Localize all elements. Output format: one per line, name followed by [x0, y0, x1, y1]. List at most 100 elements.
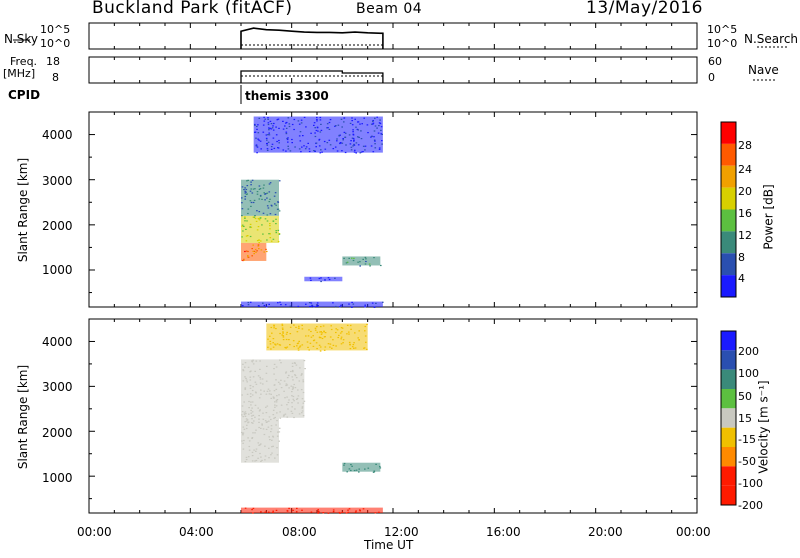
power-ytick-2000: 2000: [42, 219, 73, 233]
power-cell: [251, 255, 253, 257]
velocity-cell: [257, 457, 259, 459]
velocity-cell: [301, 328, 304, 330]
velocity-cell: [317, 509, 319, 511]
velocity-cell: [252, 414, 255, 416]
velocity-cell: [251, 389, 254, 392]
power-cell: [328, 121, 331, 124]
power-cell: [287, 145, 289, 147]
power-cell: [351, 124, 354, 126]
velocity-cell: [282, 335, 285, 337]
velocity-cell: [302, 415, 305, 417]
power-cell: [245, 188, 248, 191]
power-cell: [247, 250, 249, 253]
power-cb-tick-4: 4: [738, 272, 745, 285]
velocity-cell: [253, 449, 255, 451]
power-cell: [256, 146, 259, 148]
power-cell: [251, 248, 253, 250]
power-cell: [254, 215, 256, 217]
station-title: Buckland Park (fitACF): [92, 0, 293, 18]
velocity-cell: [255, 383, 258, 385]
velocity-cell: [292, 371, 294, 373]
power-cell: [378, 125, 380, 127]
velocity-cell: [347, 511, 349, 513]
velocity-cell: [298, 413, 301, 415]
velocity-cell: [257, 375, 260, 377]
velocity-cell: [346, 324, 349, 326]
power-cell: [340, 142, 342, 144]
power-cell: [277, 147, 280, 149]
velocity-cell: [301, 373, 303, 375]
panel-frame-vel: [88, 318, 698, 514]
power-cell: [250, 205, 252, 207]
power-cell: [305, 146, 308, 148]
velocity-cell: [243, 439, 245, 442]
velocity-cell: [354, 511, 357, 513]
velocity-cell: [245, 418, 248, 420]
power-cell: [300, 122, 303, 124]
velocity-cell: [285, 383, 288, 385]
power-cell: [291, 123, 294, 126]
velocity-cell: [292, 395, 295, 398]
velocity-cell: [279, 383, 281, 385]
power-colorbar-frame: [720, 121, 737, 298]
velocity-cell: [294, 362, 296, 364]
velocity-cell: [307, 346, 309, 348]
velocity-cell: [261, 459, 263, 461]
velocity-region-4: [241, 507, 383, 513]
power-cell: [319, 119, 322, 121]
velocity-cell: [272, 435, 274, 437]
power-cell: [320, 280, 322, 283]
power-cell: [243, 259, 245, 261]
velocity-cell: [272, 409, 275, 411]
power-cell: [252, 250, 254, 252]
power-cell: [269, 120, 272, 122]
power-cell: [355, 152, 357, 154]
velocity-cell: [268, 457, 270, 459]
power-cell: [326, 142, 329, 144]
velocity-cell: [358, 339, 360, 341]
power-cell: [268, 134, 271, 136]
power-cell: [258, 211, 261, 213]
power-cell: [262, 233, 264, 235]
velocity-cell: [259, 376, 261, 378]
power-cell: [351, 306, 353, 308]
power-cell: [372, 123, 374, 125]
power-cell: [275, 223, 277, 225]
velocity-cell: [275, 401, 278, 403]
power-cell: [254, 217, 257, 220]
power-cell: [334, 125, 336, 127]
velocity-cell: [259, 368, 261, 370]
power-cell: [257, 244, 260, 246]
power-cell: [380, 133, 382, 135]
velocity-cell: [310, 330, 312, 333]
power-cell: [378, 147, 381, 149]
power-cell: [263, 184, 265, 186]
velocity-cell: [312, 345, 315, 347]
velocity-cell: [251, 411, 254, 413]
power-cell: [241, 208, 244, 210]
velocity-cell: [348, 508, 351, 510]
power-cell: [269, 182, 272, 184]
power-cell: [257, 138, 259, 140]
power-cell: [310, 302, 313, 304]
power-cell: [343, 121, 345, 123]
velocity-cell: [296, 507, 298, 509]
velocity-cell: [255, 459, 258, 462]
power-cell: [357, 261, 359, 263]
power-cell: [293, 128, 295, 131]
power-cell: [310, 305, 312, 308]
power-cell: [343, 117, 345, 119]
velocity-cell: [242, 380, 245, 382]
velocity-cell: [251, 394, 254, 396]
velocity-cell: [251, 509, 253, 511]
velocity-cell: [357, 337, 359, 339]
power-cell: [316, 127, 319, 129]
power-cell: [262, 302, 264, 304]
velocity-cell: [293, 362, 296, 364]
velocity-cell: [291, 365, 294, 367]
power-cell: [282, 149, 285, 151]
power-cell: [366, 124, 369, 126]
velocity-cell: [339, 332, 342, 334]
vel-cb-tick-15: 15: [738, 412, 752, 425]
velocity-cell: [335, 345, 337, 347]
